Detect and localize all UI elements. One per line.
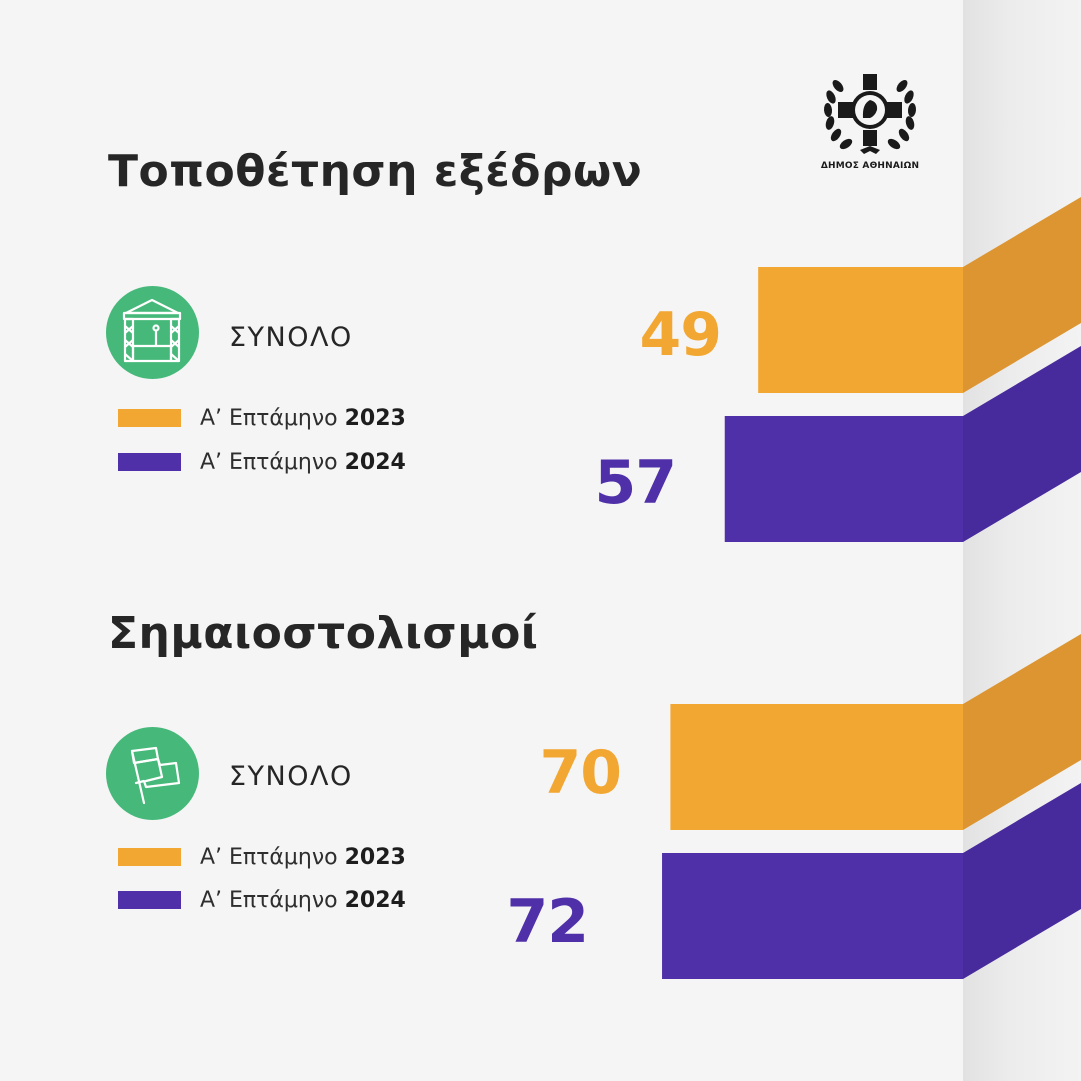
- stage-icon: [106, 286, 199, 379]
- value-label-flags-2024: 72: [506, 887, 589, 957]
- legend-text-2024: Α’ Επτάμηνο 2024: [200, 450, 406, 475]
- bar-fold-flags-2023: [963, 634, 1081, 830]
- legend-swatch-2023: [118, 409, 181, 427]
- bar-flags-2023: [670, 704, 963, 830]
- flag-icon: [106, 727, 199, 820]
- bar-flags-2024: [662, 853, 963, 979]
- legend-text-2023: Α’ Επτάμηνο 2023: [200, 406, 406, 431]
- bar-stands-2024: [724, 416, 963, 542]
- legend-swatch-2024: [118, 453, 181, 471]
- total-label-flags: ΣΥΝΟΛΟ: [229, 761, 353, 792]
- section-title-stands: Τοποθέτηση εξέδρων: [108, 146, 643, 197]
- total-label-stands: ΣΥΝΟΛΟ: [229, 322, 353, 353]
- bar-fold-flags-2024: [963, 783, 1081, 979]
- athens-seal-logo: ΔΗΜΟΣ ΑΘΗΝΑΙΩΝ: [818, 64, 922, 180]
- value-label-stands-2023: 49: [639, 300, 722, 370]
- legend-text-2024-flags: Α’ Επτάμηνο 2024: [200, 888, 406, 913]
- seal-icon: [823, 74, 917, 154]
- value-label-stands-2024: 57: [594, 448, 677, 518]
- section-title-flags: Σημαιοστολισμοί: [108, 608, 539, 659]
- legend-swatch-2024-flags: [118, 891, 181, 909]
- bar-fold-stands-2024: [963, 346, 1081, 542]
- value-label-flags-2023: 70: [539, 738, 622, 808]
- logo-text: ΔΗΜΟΣ ΑΘΗΝΑΙΩΝ: [820, 161, 920, 171]
- bar-stands-2023: [758, 267, 963, 393]
- legend-text-2023-flags: Α’ Επτάμηνο 2023: [200, 845, 406, 870]
- legend-swatch-2023-flags: [118, 848, 181, 866]
- bar-fold-stands-2023: [963, 197, 1081, 393]
